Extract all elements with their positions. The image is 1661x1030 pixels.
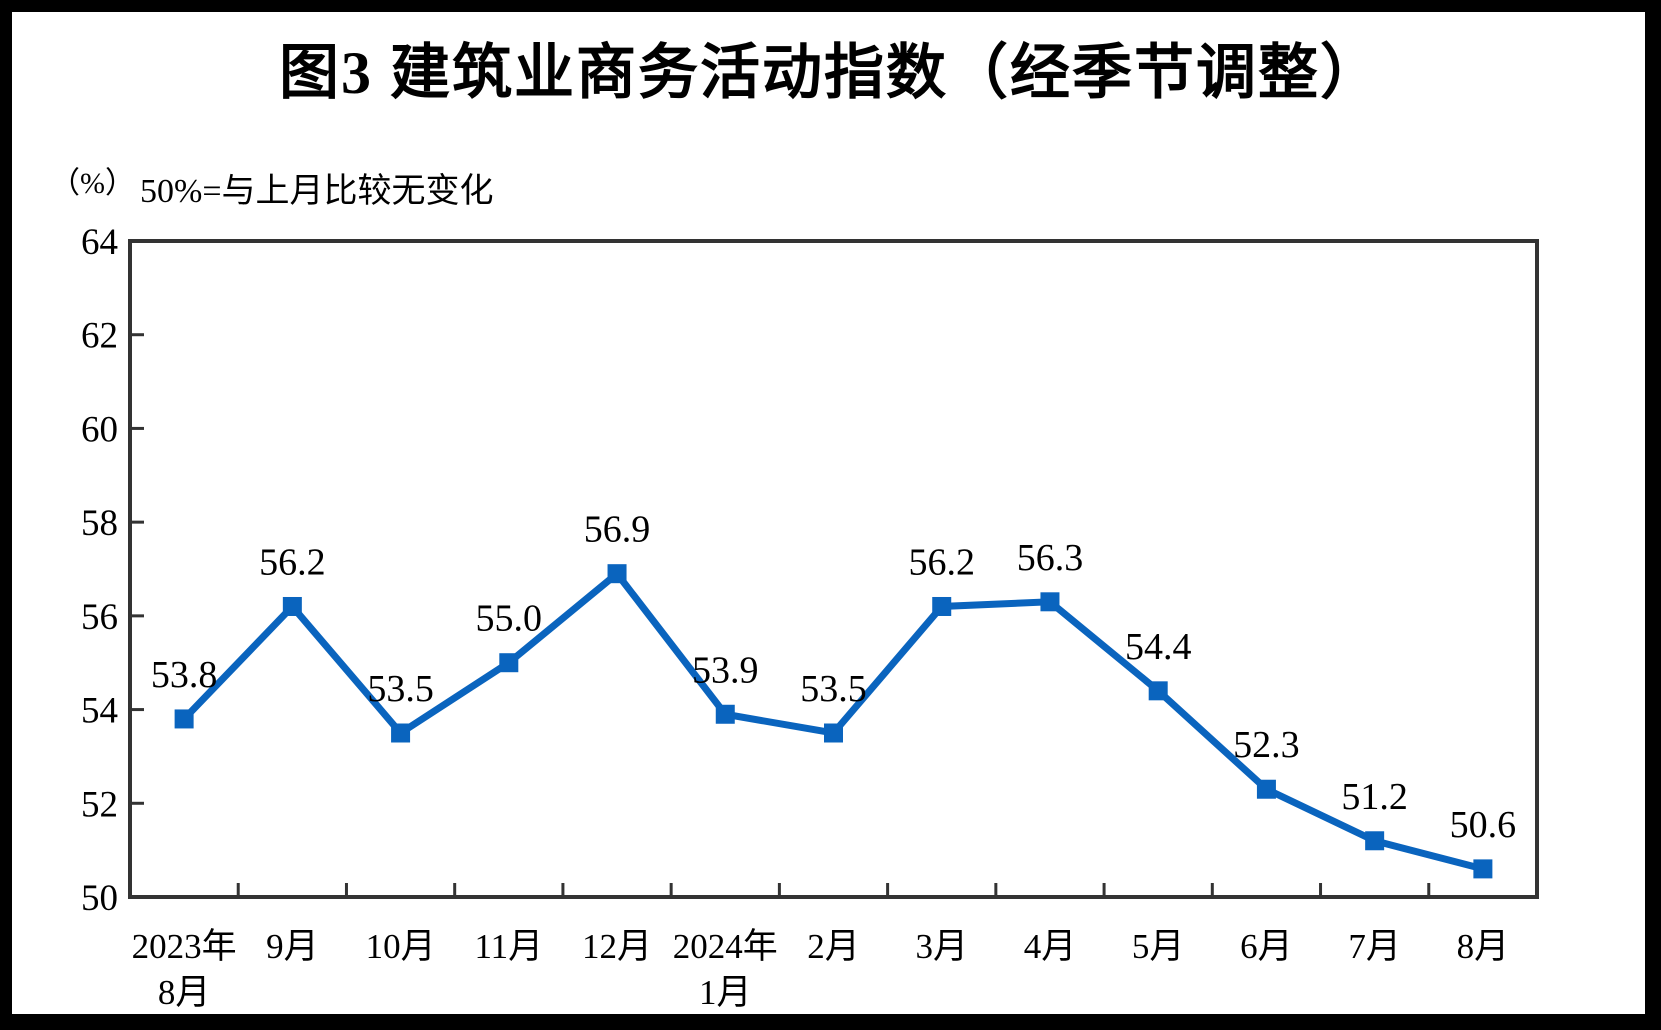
data-point-marker [391,723,411,743]
data-point-marker [824,723,843,743]
data-point-marker [607,564,627,584]
data-label: 52.3 [1233,724,1300,766]
x-tick-label: 8月 [158,973,211,1012]
data-label: 56.9 [584,509,651,551]
data-point-marker [282,596,302,616]
chart-title: 图3 建筑业商务活动指数（经季节调整） [279,40,1382,106]
x-tick-label: 6月 [1240,927,1293,966]
data-point-marker [1256,779,1276,799]
data-label: 56.2 [908,541,975,583]
data-label: 50.6 [1450,804,1517,846]
data-label: 56.3 [1017,537,1084,579]
x-tick-label: 3月 [915,927,968,966]
data-point-marker [1473,859,1493,879]
x-tick-label: 1月 [699,973,752,1012]
data-label: 54.4 [1125,626,1192,668]
data-label: 53.5 [800,668,867,710]
y-tick-label: 56 [81,597,118,638]
y-tick-label: 60 [81,409,118,450]
data-point-marker [715,704,735,724]
x-tick-label: 4月 [1024,927,1077,966]
x-tick-label: 9月 [266,927,319,966]
data-point-marker [1148,681,1168,701]
x-tick-label: 5月 [1132,927,1185,966]
y-tick-label: 62 [81,316,118,357]
x-tick-label: 7月 [1348,927,1401,966]
x-tick-label: 10月 [366,927,436,966]
data-label: 53.8 [151,654,218,696]
data-label: 56.2 [259,541,326,583]
series-line [181,568,1484,873]
data-point-marker [174,709,194,729]
y-tick-label: 54 [81,691,118,732]
data-point-marker [932,596,952,616]
reference-line-note: 50%=与上月比较无变化 [140,173,494,210]
y-tick-label: 64 [81,222,118,263]
data-label: 55.0 [476,598,543,640]
data-point-marker [499,653,519,673]
data-point-marker [1040,592,1060,612]
x-tick-label: 2024年 [673,927,778,966]
y-tick-label: 58 [81,503,118,544]
y-axis-unit-label: （%） [50,167,135,200]
x-tick-label: 2月 [807,927,860,966]
x-tick-label: 11月 [474,927,543,966]
data-label: 51.2 [1341,776,1408,818]
data-label: 53.9 [692,649,759,691]
data-label: 53.5 [367,668,434,710]
plot-frame [128,239,1539,899]
data-point-marker [1365,831,1385,851]
x-tick-label: 12月 [582,927,652,966]
y-tick-label: 52 [81,784,118,825]
x-tick-label: 2023年 [132,927,237,966]
y-tick-label: 50 [81,878,118,919]
x-tick-label: 8月 [1457,927,1510,966]
